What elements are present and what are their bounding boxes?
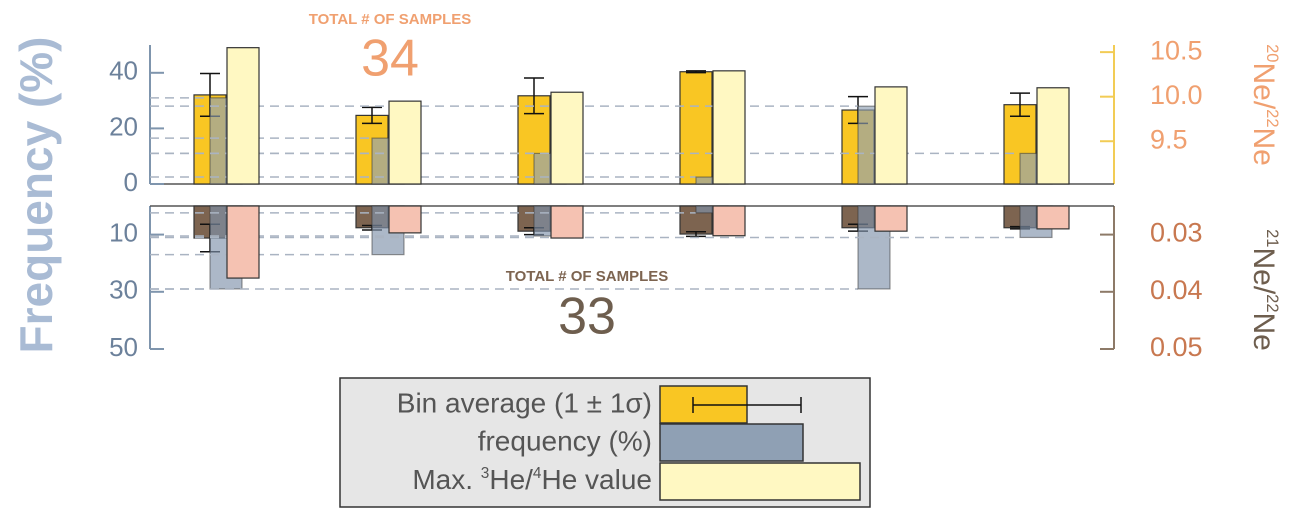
y2-axis-title: 21Ne/22Ne [1247,229,1281,351]
bar [550,91,584,185]
annotation-label: TOTAL # OF SAMPLES [309,11,472,28]
text-part: 4 [533,465,542,482]
bar [550,205,584,239]
bar [874,205,908,232]
error-bar [362,106,382,125]
bar [226,205,260,279]
y-tick-label: 50 [109,332,138,362]
bar [388,205,422,234]
error-bar [686,230,706,238]
legend-label: Bin average (1 ± 1σ) [397,387,652,418]
annotation-count: 33 [558,288,616,346]
y2-tick-label: 10.0 [1150,80,1203,110]
bar [1036,87,1070,185]
y-tick-label: 40 [109,56,138,86]
text-part: 22 [1263,109,1281,127]
bar [712,70,746,185]
bar [226,47,260,185]
text-part: 3 [481,465,490,482]
annotation-count: 34 [361,30,419,88]
error-bar [686,70,706,74]
error-bar [524,77,544,115]
y2-tick-label: 0.04 [1150,275,1203,305]
y-tick-label: 10 [109,217,138,247]
error-bar [1010,92,1030,118]
y2-tick-label: 9.5 [1150,124,1188,154]
text-part: 20 [1263,44,1281,62]
y-axis-title: Frequency (%) [10,37,62,354]
y2-axis-title: 20Ne/22Ne [1247,44,1281,166]
annotation-label: TOTAL # OF SAMPLES [506,268,669,285]
y-tick-label: 0 [124,167,138,197]
legend-swatch [659,423,804,462]
text-part: Max. [412,464,480,495]
y2-tick-label: 0.05 [1150,332,1203,362]
legend-label: frequency (%) [478,425,652,456]
text-part: 21 [1263,229,1281,247]
y-tick-label: 20 [109,111,138,141]
y2-tick-label: 0.03 [1150,218,1203,248]
text-part: He/ [489,464,533,495]
bar [712,205,746,237]
text-part: Ne/ [1247,62,1280,109]
text-part: 22 [1263,294,1281,312]
bar [874,86,908,185]
text-part: Ne [1247,128,1280,166]
legend-label: Max. 3He/4He value [412,464,652,495]
bar [1036,205,1070,230]
bar [388,100,422,185]
legend-swatch [659,462,861,501]
text-part: Ne/ [1247,247,1280,294]
y-tick-label: 30 [109,275,138,305]
text-part: Ne [1247,313,1280,351]
y2-tick-label: 10.5 [1150,35,1203,65]
text-part: He value [541,464,652,495]
bar [679,71,713,185]
